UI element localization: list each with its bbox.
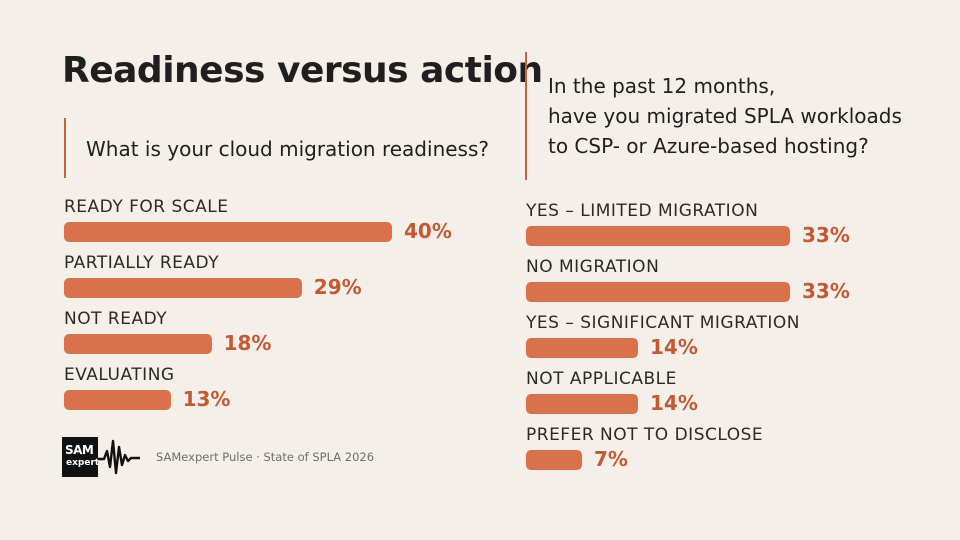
bar-category-label: YES – SIGNIFICANT MIGRATION <box>526 313 801 333</box>
right-question-accent-bar <box>525 52 527 180</box>
left-question-accent-bar <box>64 118 66 178</box>
bar <box>526 450 582 470</box>
bar-value-label: 14% <box>650 335 698 359</box>
bar-value-label: 13% <box>182 387 231 411</box>
bar-value-label: 33% <box>802 279 850 303</box>
bar <box>526 282 790 302</box>
bar-category-label: NO MIGRATION <box>526 257 660 277</box>
right-question-line-1: In the past 12 months, <box>548 74 776 98</box>
bar-category-label: PREFER NOT TO DISCLOSE <box>526 425 764 445</box>
bar-category-label: READY FOR SCALE <box>64 197 229 217</box>
bar <box>526 338 638 358</box>
bar-category-label: NOT READY <box>64 309 168 329</box>
bar <box>526 226 790 246</box>
page-title: Readiness versus action <box>62 50 543 91</box>
bar <box>64 390 171 410</box>
bar-value-label: 40% <box>404 219 452 243</box>
waveform-icon <box>98 439 140 475</box>
bar-category-label: NOT APPLICABLE <box>526 369 677 389</box>
bar-value-label: 33% <box>802 223 850 247</box>
bar <box>64 278 302 298</box>
bar-category-label: YES – LIMITED MIGRATION <box>526 201 759 221</box>
right-question-line-3: to CSP- or Azure-based hosting? <box>548 134 869 158</box>
bar-category-label: PARTIALLY READY <box>64 253 220 273</box>
bar <box>64 222 392 242</box>
bar <box>526 394 638 414</box>
source-caption: SAMexpert Pulse · State of SPLA 2026 <box>156 450 375 464</box>
logo-text-expert: expert <box>66 458 100 468</box>
left-chart-question: What is your cloud migration readiness? <box>86 137 489 161</box>
right-question-line-2: have you migrated SPLA workloads <box>548 104 902 128</box>
bar-value-label: 18% <box>223 331 272 355</box>
bar-category-label: EVALUATING <box>64 365 175 385</box>
logo-text-sam: SAM <box>65 443 94 457</box>
samexpert-logo: SAM expert <box>62 437 140 477</box>
bar <box>64 334 212 354</box>
logo-mark: SAM expert <box>62 437 100 477</box>
right-chart-question: In the past 12 months, have you migrated… <box>548 71 902 161</box>
bar-value-label: 29% <box>313 275 362 299</box>
bar-value-label: 7% <box>594 447 628 471</box>
bar-value-label: 14% <box>650 391 698 415</box>
